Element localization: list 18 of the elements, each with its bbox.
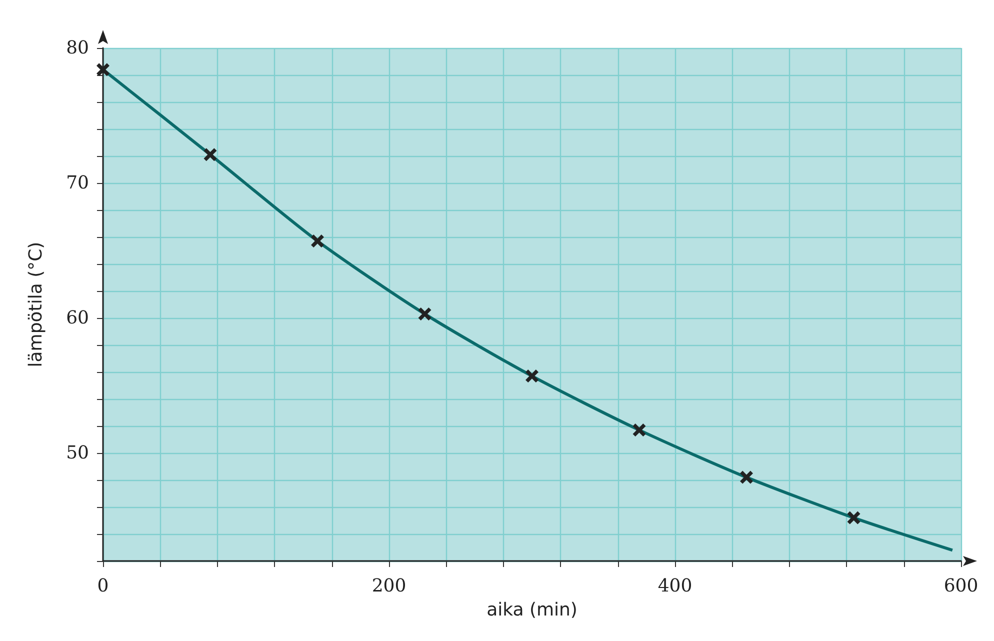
point — [204, 148, 217, 162]
x-tick-label: 400 — [658, 576, 692, 596]
point — [847, 511, 860, 524]
point — [740, 470, 753, 484]
y-tick-label: 50 — [66, 442, 89, 464]
y-tick-label: 70 — [66, 172, 89, 194]
point — [526, 370, 538, 383]
point — [96, 63, 110, 76]
y-tick-label: 60 — [66, 308, 89, 328]
y-axis-title: lämpötila (°C) — [26, 242, 46, 368]
point — [418, 307, 432, 320]
point — [311, 234, 324, 248]
point — [632, 424, 646, 437]
x-tick-label: 200 — [372, 576, 406, 596]
x-tick-label: 600 — [944, 576, 978, 596]
y-tick-label: 80 — [66, 38, 89, 58]
x-tick-label: 0 — [97, 576, 109, 596]
x-axis-title: aika (min) — [486, 600, 578, 620]
